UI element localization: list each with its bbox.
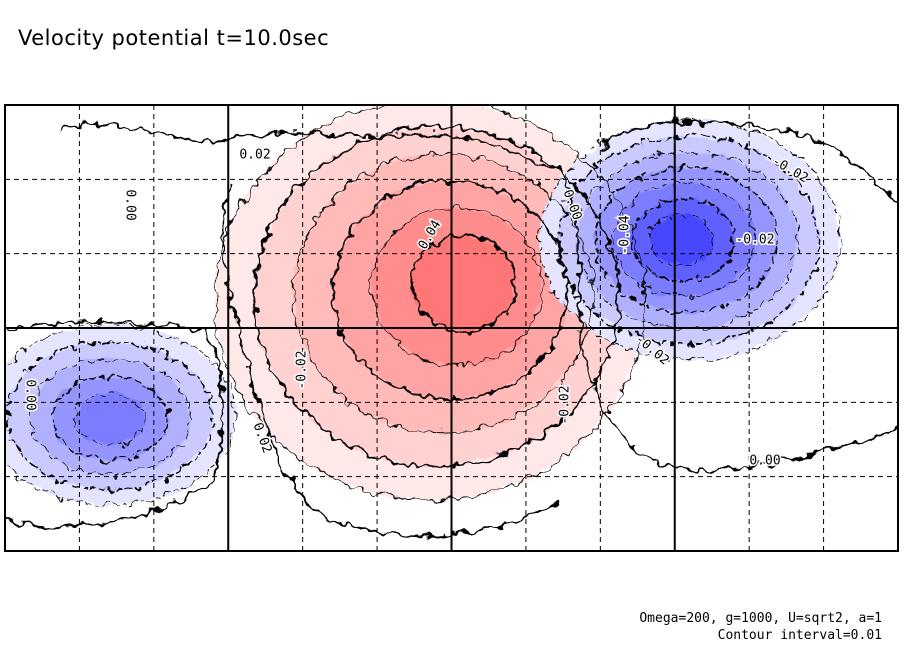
contour-label: -0.02	[558, 385, 573, 424]
contour-line	[50, 375, 170, 461]
contour-label: -0.02	[295, 350, 310, 389]
contour-line	[29, 358, 191, 476]
contour-label: 0.02	[239, 148, 270, 163]
contour-line	[5, 324, 236, 506]
contour-line	[410, 233, 517, 333]
contour-line	[253, 125, 621, 468]
contour-band	[649, 214, 714, 266]
contour-line	[649, 214, 714, 266]
contour-line	[557, 134, 820, 346]
grid-lines	[5, 105, 898, 551]
parameters-text: Omega=200, g=1000, U=sqrt2, a=1	[639, 611, 882, 626]
contour-label: -0.04	[618, 215, 633, 254]
zero-contour-line	[5, 321, 224, 527]
contour-label: -0.02	[735, 233, 774, 248]
contour-line	[593, 166, 778, 314]
contour-band	[74, 393, 146, 445]
contour-line	[214, 105, 646, 501]
contour-line	[292, 153, 594, 434]
contour-label: 0.00	[749, 454, 780, 469]
contour-line	[6, 341, 214, 491]
chart-title: Velocity potential t=10.0sec	[18, 26, 330, 50]
zero-contour-line	[599, 120, 898, 201]
contour-line	[371, 207, 542, 366]
contour-line	[539, 119, 841, 361]
contour-label: 0.00	[23, 379, 38, 410]
contour-band	[411, 234, 516, 332]
zero-contour-line	[59, 123, 898, 472]
contour-interval-text: Contour interval=0.01	[717, 628, 882, 643]
contour-line	[612, 182, 756, 298]
plot-frame	[4, 104, 899, 552]
contour-line	[331, 179, 569, 401]
contour-line	[73, 392, 147, 446]
contour-line	[630, 197, 736, 283]
contour-label: 0.00	[123, 189, 138, 220]
